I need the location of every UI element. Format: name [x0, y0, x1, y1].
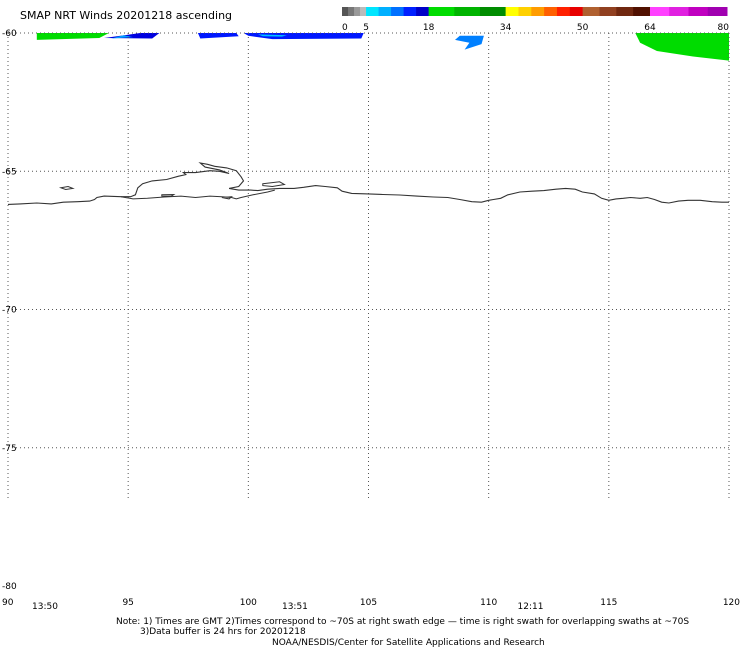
colorbar-swatch	[556, 7, 571, 16]
note-line-3: NOAA/NESDIS/Center for Satellite Applica…	[272, 638, 545, 648]
island-outline	[161, 193, 176, 197]
colorbar-swatch	[505, 7, 519, 16]
swath-time-label: 13:51	[282, 602, 308, 612]
ice-shelf-edge	[120, 189, 275, 200]
colorbar-swatch	[616, 7, 634, 16]
colorbar-swatch	[599, 7, 617, 16]
colorbar-swatch	[378, 7, 392, 16]
colorbar-swatch	[531, 7, 545, 16]
colorbar-swatch	[366, 7, 380, 16]
longitude-label: 115	[600, 598, 617, 608]
colorbar-swatch	[360, 7, 367, 16]
coastline-main	[7, 162, 729, 205]
longitude-label: 110	[480, 598, 497, 608]
wind-swath	[455, 35, 484, 50]
colorbar-swatch	[688, 7, 709, 16]
colorbar-label: 50	[577, 23, 589, 33]
colorbar-label: 5	[363, 23, 369, 33]
antarctic-coastline	[7, 162, 729, 205]
colorbar-label: 34	[500, 23, 512, 33]
wind-swath	[243, 33, 364, 40]
colorbar-swatch	[403, 7, 417, 16]
colorbar-swatch	[416, 7, 430, 16]
colorbar-swatch	[582, 7, 600, 16]
wind-swath	[197, 33, 239, 39]
colorbar-swatch	[569, 7, 584, 16]
colorbar-swatch	[348, 7, 355, 16]
wind-swath	[104, 33, 160, 39]
note-line-2: 3)Data buffer is 24 hrs for 20201218	[140, 627, 306, 637]
colorbar-swatch	[342, 7, 349, 16]
colorbar-swatch	[354, 7, 361, 16]
colorbar-swatch	[650, 7, 670, 16]
colorbar-label: 80	[718, 23, 730, 33]
wind-swath	[635, 33, 729, 61]
colorbar-label: 0	[342, 23, 348, 33]
colorbar-swatch	[454, 7, 481, 16]
longitude-label: 105	[360, 598, 377, 608]
swath-time-label: 13:50	[32, 602, 58, 612]
colorbar-swatch	[518, 7, 532, 16]
colorbar: 0 5 18 34 50 64 80	[342, 7, 730, 33]
latitude-label: -75	[2, 444, 17, 454]
lat-lon-grid	[7, 32, 730, 501]
colorbar-swatch	[479, 7, 507, 16]
wind-swath	[111, 35, 133, 39]
longitude-label: 120	[723, 598, 740, 608]
latitude-label: -65	[2, 167, 17, 177]
swath-time-label: 12:11	[518, 602, 544, 612]
island-outline	[262, 181, 286, 188]
latitude-label: -80	[2, 582, 17, 592]
longitude-label: 100	[240, 598, 257, 608]
colorbar-swatch	[544, 7, 558, 16]
colorbar-swatch	[633, 7, 651, 16]
colorbar-swatch	[669, 7, 689, 16]
longitude-label: 90	[2, 598, 14, 608]
latitude-label: -60	[2, 29, 17, 39]
colorbar-swatch	[428, 7, 455, 16]
wind-swath	[257, 34, 287, 37]
wind-swaths	[36, 33, 729, 61]
island-outline	[221, 196, 233, 200]
note-line-1: Note: 1) Times are GMT 2)Times correspon…	[116, 617, 690, 627]
colorbar-swatch	[707, 7, 728, 16]
colorbar-swatch	[391, 7, 405, 16]
wind-swath	[36, 33, 109, 40]
latitude-label: -70	[2, 306, 17, 316]
colorbar-label: 64	[644, 23, 656, 33]
longitude-label: 95	[122, 598, 133, 608]
colorbar-label: 18	[423, 23, 435, 33]
island-outline	[58, 185, 75, 191]
map-title: SMAP NRT Winds 20201218 ascending	[20, 9, 233, 22]
